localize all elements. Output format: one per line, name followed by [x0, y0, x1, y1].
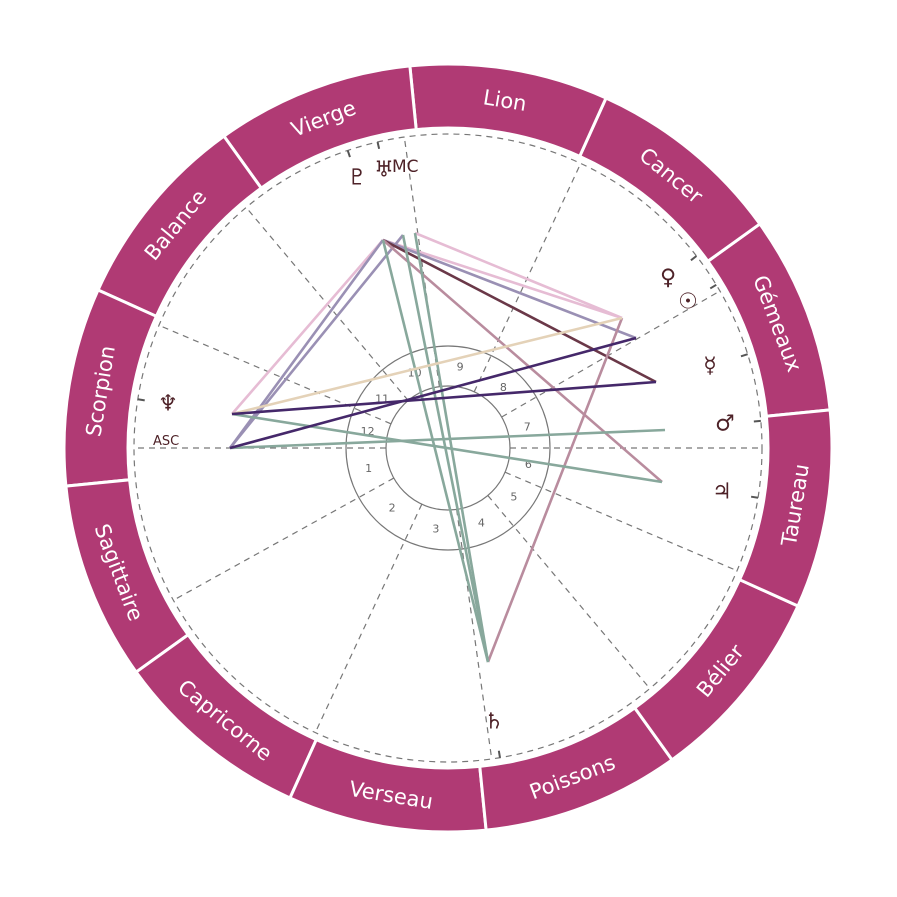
house-number: 1 — [365, 462, 372, 475]
pluto-tick — [346, 150, 351, 158]
house-number: 4 — [478, 516, 485, 529]
saturn-tick — [497, 750, 501, 758]
aspect-line-lavender — [228, 234, 405, 449]
house-cusp-line — [158, 324, 392, 425]
aspect-lines — [228, 231, 666, 663]
sign-segment — [737, 408, 834, 609]
house-cusp-line — [403, 136, 440, 387]
house-cusp-line — [173, 477, 395, 601]
asc-label: ASC — [153, 434, 179, 449]
aspect-line-pink — [382, 238, 623, 320]
uranus-tick — [376, 141, 381, 150]
sun-icon: ☉ — [678, 290, 698, 315]
house-ring-inner — [385, 385, 511, 511]
house-cusp-line — [504, 471, 738, 572]
house-number: 5 — [510, 490, 517, 503]
planet-ticks — [137, 141, 761, 758]
aspect-line-pink — [231, 239, 384, 415]
jupiter-icon: ♃ — [712, 480, 732, 505]
inner-dashed-circle — [133, 133, 763, 763]
aspect-line-lavender — [382, 238, 637, 340]
jupiter-tick — [750, 495, 759, 499]
pluto-icon: ♇ — [347, 166, 367, 191]
aspect-line-mauve — [486, 317, 624, 663]
house-cusp-line — [501, 290, 721, 418]
saturn-icon: ♄ — [484, 710, 504, 735]
aspect-line-purple — [229, 336, 637, 450]
neptune-icon: ♆ — [158, 392, 178, 417]
house-cusp-line — [456, 509, 493, 760]
house-ring-outer — [345, 345, 551, 551]
house-cusp-line — [487, 495, 651, 689]
aspect-line-beige — [231, 316, 623, 416]
house-number: 6 — [525, 458, 532, 471]
aspect-line-pink — [414, 231, 623, 320]
house-number: 7 — [524, 420, 531, 433]
neptune-tick — [137, 398, 145, 402]
sun-tick — [709, 283, 717, 290]
planet-glyphs: ♇ ♅ ♀☉ ☿ ♂ ♃ ♄ ♆ — [158, 158, 735, 735]
house-cusp-line — [314, 503, 423, 733]
house-number: 8 — [500, 381, 507, 394]
uranus-icon: ♅ — [374, 158, 394, 183]
mc-label: MC — [392, 157, 419, 177]
venus-icon: ♀ — [660, 266, 676, 291]
house-cusp-line — [473, 163, 582, 393]
mercury-tick — [740, 353, 748, 358]
mars-tick — [753, 419, 761, 423]
zodiac-ring: GémeauxCancerLionViergeBalanceScorpionSa… — [62, 62, 834, 834]
aspect-line-teal — [231, 412, 663, 484]
aspect-line-maroon — [382, 238, 657, 384]
venus-tick — [690, 255, 698, 262]
house-number: 2 — [389, 501, 396, 514]
aspect-line-teal — [381, 239, 490, 663]
aspect-line-mauve — [382, 239, 663, 483]
mars-icon: ♂ — [715, 412, 735, 437]
house-number: 9 — [457, 360, 464, 373]
aspect-line-teal — [229, 428, 666, 450]
house-number: 3 — [432, 523, 439, 536]
mercury-icon: ☿ — [703, 354, 717, 379]
aspect-line-purple — [231, 380, 657, 416]
